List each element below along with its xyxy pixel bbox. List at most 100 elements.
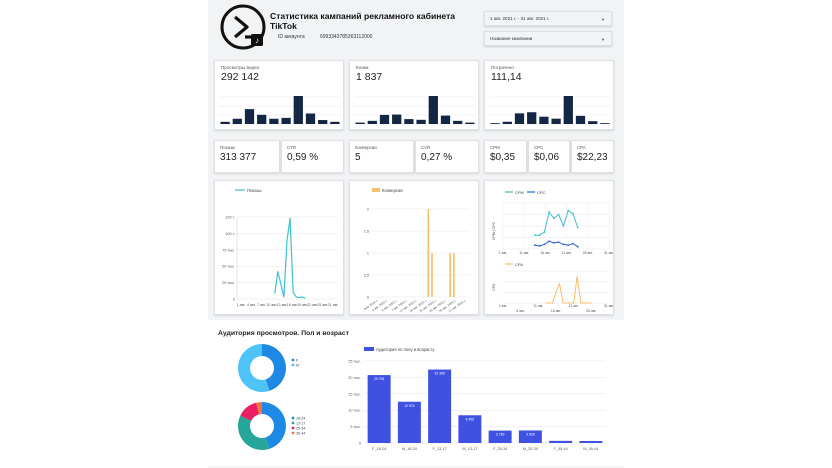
clicks-mini-bar xyxy=(440,115,451,124)
x-tick-label: F_18-24 xyxy=(372,447,386,451)
y-tick-label: 50 тыс. xyxy=(222,265,235,269)
x-tick-label: 31 авг. xyxy=(328,303,339,307)
views-mini-bar xyxy=(232,118,242,124)
spent-mini-bar xyxy=(490,123,500,124)
audience-bar xyxy=(428,369,452,443)
gender-slice xyxy=(238,344,270,392)
legend-cpc: CPC xyxy=(537,190,546,195)
cpm-point xyxy=(572,212,574,215)
cpm-value: $0,35 xyxy=(490,152,516,163)
views-mini-bar xyxy=(330,121,340,124)
account-id-value: 6993343785363112000 xyxy=(320,34,373,40)
x-tick-label: 1 авг. xyxy=(499,251,508,255)
y-axis-label-cpm-cpc: CPM | CPC xyxy=(492,221,496,240)
x-tick-label: 22 авг. xyxy=(307,303,318,307)
conversion-bar xyxy=(452,253,455,297)
spent-mini-bar xyxy=(502,121,512,124)
tiktok-logo: ♪ xyxy=(219,3,267,51)
views-mini-chart xyxy=(219,96,341,125)
y-tick-label: 5 тыс. xyxy=(350,425,361,429)
x-tick-label: 21 авг. xyxy=(562,251,572,255)
audience-bar-value: 12 576 xyxy=(404,404,414,408)
x-tick-label: 6 авг. xyxy=(517,309,526,313)
cpm-point xyxy=(576,226,579,229)
cpc-label: CPC xyxy=(534,145,544,150)
cpa-label: CPA xyxy=(577,145,586,150)
clicks-mini-chart xyxy=(354,96,476,125)
audience-bar xyxy=(488,430,512,443)
legend-swatch-conversions xyxy=(372,188,380,192)
x-tick-label: F_13-17 xyxy=(433,447,447,451)
x-tick-label: 26 авг. xyxy=(586,309,596,313)
clicks-mini-bar xyxy=(453,120,463,124)
x-tick-label: 16 авг. xyxy=(540,251,550,255)
y-tick-label: 25 тыс. xyxy=(348,360,361,364)
impressions-card: Показы 313 377 xyxy=(214,140,280,173)
x-tick-label: 25 авг. xyxy=(317,303,328,307)
cpc-point xyxy=(557,241,560,243)
y-tick-label: 100 т. xyxy=(225,232,235,236)
clicks-label: Клики xyxy=(356,65,369,70)
x-tick-label: M_25-34 xyxy=(523,447,538,451)
x-tick-label: 21 авг. xyxy=(569,304,579,308)
y-tick-label: 0 xyxy=(367,296,369,300)
date-range-picker[interactable]: 1 авг. 2021 г. - 31 авг. 2021 г. ▼ xyxy=(484,11,612,26)
y-tick-label: 75 тыс. xyxy=(222,248,235,252)
views-value: 292 142 xyxy=(221,71,259,83)
y-tick-label: 0,5 xyxy=(364,274,369,278)
views-mini-bar xyxy=(244,109,255,124)
audience-bar xyxy=(579,441,603,443)
cpm-point xyxy=(543,231,546,234)
spent-mini-chart xyxy=(489,96,611,125)
cpc-point xyxy=(543,243,546,246)
audience-bar xyxy=(367,375,391,443)
cpa-card: CPA $22,23 xyxy=(571,140,614,173)
conversions-label: Конверсии xyxy=(355,145,377,150)
audience-bar-value: 3 828 xyxy=(526,432,535,436)
legend-dot xyxy=(291,431,295,435)
spent-mini-bar xyxy=(514,113,525,124)
spent-mini-bar xyxy=(575,115,586,124)
views-card: Просмотры видео 292 142 xyxy=(214,60,344,130)
audience-bar-value: 3 780 xyxy=(496,433,505,437)
spent-mini-bar xyxy=(539,116,549,124)
campaign-filter-dropdown[interactable]: Название кампании ▼ xyxy=(484,31,612,46)
cpc-point xyxy=(538,245,541,247)
x-tick-label: 10 авг. xyxy=(266,303,277,307)
conversion-bar xyxy=(431,253,433,297)
y-tick-label: 2 xyxy=(367,208,369,212)
views-mini-bar xyxy=(220,121,230,124)
spent-mini-bar xyxy=(600,123,610,124)
cpm-point xyxy=(557,213,560,216)
impressions-line xyxy=(274,217,306,299)
views-label: Просмотры видео xyxy=(221,65,260,70)
legend-label: F xyxy=(296,358,299,362)
audience-bar-chart: Аудитория по полу и возрасту 25 тыс. 20 ты… xyxy=(348,347,606,451)
cpc-line xyxy=(534,240,579,248)
x-tick-label: 26 авг. xyxy=(583,251,593,255)
cvr-card: CVR 0,27 % xyxy=(415,140,479,173)
legend-swatch-audience xyxy=(364,347,374,351)
clicks-value: 1 837 xyxy=(356,71,383,83)
cpc-point xyxy=(572,242,574,245)
legend-audience: Аудитория по полу и возрасту xyxy=(376,347,435,352)
x-tick-label: 11 авг. xyxy=(519,251,529,255)
cpm-point xyxy=(548,211,551,214)
cpc-card: CPC $0,06 xyxy=(528,140,570,173)
cpc-point xyxy=(548,240,551,243)
y-tick-label: 1 xyxy=(367,252,369,256)
y-tick-label: 0 xyxy=(233,298,235,302)
x-tick-label: 19 авг. xyxy=(297,303,308,307)
x-tick-label: 16 авг. xyxy=(287,303,298,307)
cpc-value: $0,06 xyxy=(534,152,560,163)
ctr-card: CTR 0,59 % xyxy=(281,140,344,173)
views-mini-bar xyxy=(305,113,316,124)
impressions-label: Показы xyxy=(220,145,236,150)
cpc-point xyxy=(533,244,536,247)
spent-mini-bar xyxy=(563,96,573,124)
x-tick-label: 7 авг. xyxy=(257,303,266,307)
clicks-mini-bar xyxy=(416,119,426,124)
cpc-point xyxy=(567,244,570,247)
